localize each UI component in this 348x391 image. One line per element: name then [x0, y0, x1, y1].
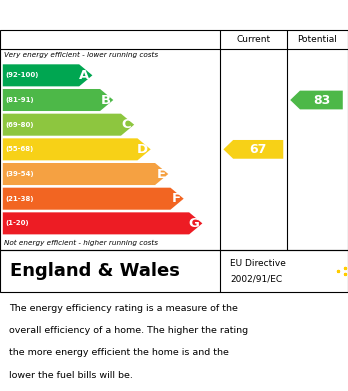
Polygon shape — [3, 89, 113, 111]
Polygon shape — [223, 140, 283, 159]
Text: (21-38): (21-38) — [5, 196, 34, 202]
Text: 2002/91/EC: 2002/91/EC — [230, 275, 283, 284]
Text: the more energy efficient the home is and the: the more energy efficient the home is an… — [9, 348, 229, 357]
Text: F: F — [172, 192, 181, 205]
Text: B: B — [100, 93, 111, 106]
Polygon shape — [3, 212, 203, 234]
Text: Current: Current — [236, 35, 270, 44]
Text: England & Wales: England & Wales — [10, 262, 180, 280]
Text: Not energy efficient - higher running costs: Not energy efficient - higher running co… — [4, 240, 158, 246]
Polygon shape — [3, 65, 93, 86]
Polygon shape — [3, 163, 168, 185]
Text: E: E — [156, 167, 166, 181]
Text: Very energy efficient - lower running costs: Very energy efficient - lower running co… — [4, 52, 158, 58]
Polygon shape — [3, 188, 184, 210]
Text: EU Directive: EU Directive — [230, 259, 286, 268]
Text: (92-100): (92-100) — [5, 72, 39, 78]
Text: 67: 67 — [250, 143, 267, 156]
Polygon shape — [3, 138, 151, 160]
Text: (81-91): (81-91) — [5, 97, 34, 103]
Text: 83: 83 — [313, 93, 330, 106]
Text: The energy efficiency rating is a measure of the: The energy efficiency rating is a measur… — [9, 304, 238, 313]
Text: Potential: Potential — [298, 35, 337, 44]
Text: lower the fuel bills will be.: lower the fuel bills will be. — [9, 371, 133, 380]
Polygon shape — [290, 91, 343, 109]
Text: (1-20): (1-20) — [5, 221, 29, 226]
Polygon shape — [3, 114, 134, 136]
Text: (55-68): (55-68) — [5, 146, 33, 152]
Text: Energy Efficiency Rating: Energy Efficiency Rating — [9, 8, 211, 23]
Text: D: D — [137, 143, 148, 156]
Text: (39-54): (39-54) — [5, 171, 34, 177]
Text: overall efficiency of a home. The higher the rating: overall efficiency of a home. The higher… — [9, 326, 248, 335]
Text: A: A — [79, 69, 90, 82]
Text: (69-80): (69-80) — [5, 122, 34, 128]
Text: C: C — [122, 118, 132, 131]
Text: G: G — [189, 217, 200, 230]
